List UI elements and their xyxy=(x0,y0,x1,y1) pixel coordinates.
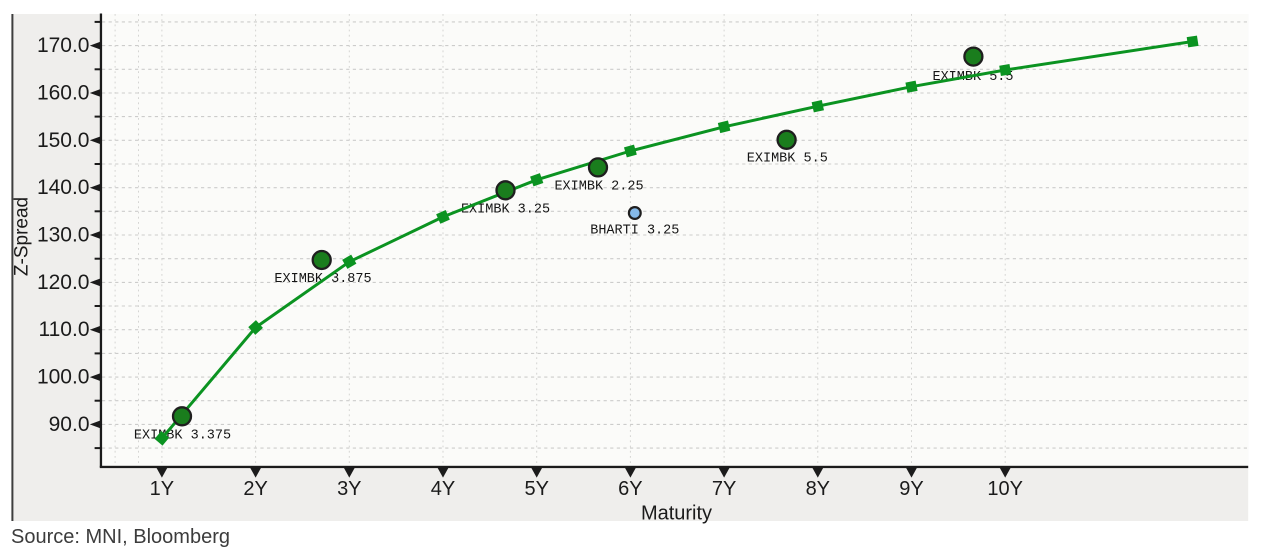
svg-text:100.0: 100.0 xyxy=(37,366,90,389)
svg-text:7Y: 7Y xyxy=(712,478,736,500)
svg-text:3Y: 3Y xyxy=(337,478,361,500)
svg-text:6Y: 6Y xyxy=(618,478,642,500)
svg-text:4Y: 4Y xyxy=(431,478,455,500)
svg-text:2Y: 2Y xyxy=(243,478,267,500)
svg-text:90.0: 90.0 xyxy=(49,413,90,436)
svg-text:1Y: 1Y xyxy=(150,478,174,500)
svg-text:EXIMBK 5.5: EXIMBK 5.5 xyxy=(747,152,828,167)
svg-text:Maturity: Maturity xyxy=(641,502,712,524)
svg-text:EXIMBK 2.25: EXIMBK 2.25 xyxy=(554,179,643,194)
svg-text:140.0: 140.0 xyxy=(37,176,90,199)
svg-text:5Y: 5Y xyxy=(524,478,548,500)
svg-text:160.0: 160.0 xyxy=(37,82,90,105)
svg-text:Z-Spread: Z-Spread xyxy=(11,197,32,276)
svg-text:120.0: 120.0 xyxy=(37,271,90,294)
svg-text:8Y: 8Y xyxy=(806,478,830,500)
svg-text:EXIMBK 3.25: EXIMBK 3.25 xyxy=(461,202,550,217)
svg-text:170.0: 170.0 xyxy=(37,34,90,57)
svg-text:150.0: 150.0 xyxy=(37,129,90,152)
svg-text:110.0: 110.0 xyxy=(39,318,90,341)
svg-text:EXIMBK 3.375: EXIMBK 3.375 xyxy=(134,429,231,444)
svg-text:9Y: 9Y xyxy=(899,478,923,500)
svg-text:10Y: 10Y xyxy=(987,478,1023,500)
svg-text:130.0: 130.0 xyxy=(37,224,90,247)
svg-text:BHARTI 3.25: BHARTI 3.25 xyxy=(590,224,679,239)
